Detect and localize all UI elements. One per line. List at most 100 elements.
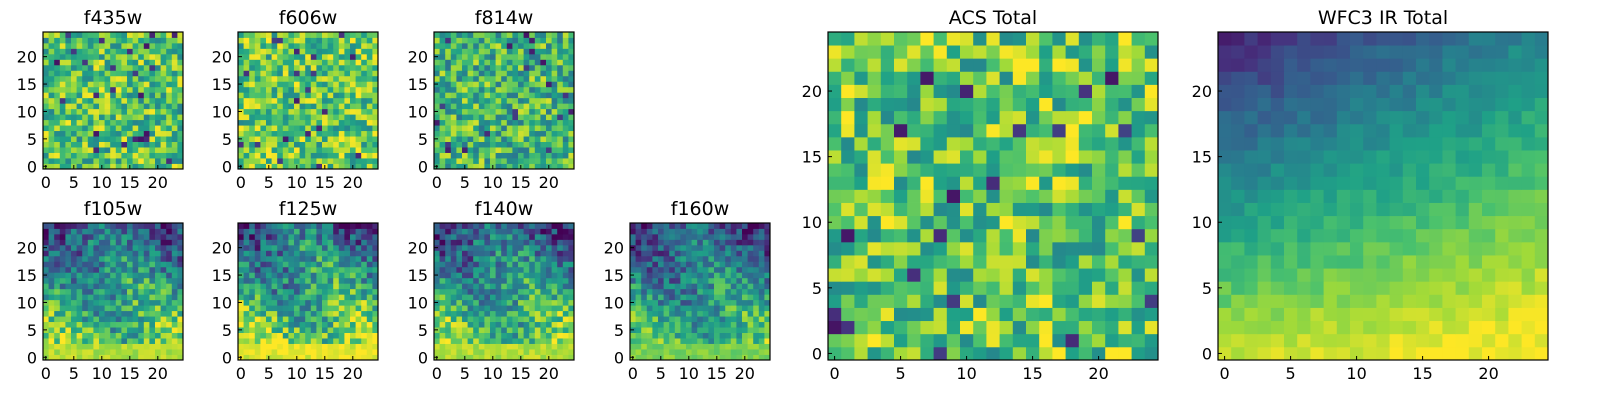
heatmap-cell bbox=[54, 32, 61, 38]
heatmap-cell bbox=[171, 97, 178, 104]
heatmap-cell bbox=[138, 70, 145, 77]
heatmap-cell bbox=[669, 332, 676, 339]
heatmap-cell bbox=[243, 97, 250, 104]
heatmap-cell bbox=[462, 343, 468, 350]
heatmap-cell bbox=[933, 333, 948, 348]
heatmap-cell bbox=[478, 228, 485, 235]
heatmap-cell bbox=[366, 152, 373, 159]
heatmap-cell bbox=[310, 338, 317, 344]
heatmap-cell bbox=[506, 349, 513, 355]
heatmap-cell bbox=[467, 299, 474, 306]
heatmap-cell bbox=[71, 305, 77, 312]
heatmap-cell bbox=[986, 281, 1000, 295]
heatmap-cell bbox=[266, 349, 272, 355]
heatmap-cell bbox=[450, 125, 457, 132]
heatmap-cell bbox=[305, 97, 312, 104]
heatmap-cell bbox=[534, 81, 541, 88]
heatmap-cell bbox=[490, 42, 496, 49]
heatmap-cell bbox=[288, 239, 295, 246]
heatmap-cell bbox=[361, 163, 368, 170]
heatmap-cell bbox=[132, 299, 139, 306]
heatmap-cell bbox=[93, 64, 100, 71]
heatmap-cell bbox=[708, 299, 715, 306]
heatmap-cell bbox=[828, 268, 842, 282]
heatmap-cell bbox=[266, 92, 272, 99]
heatmap-cell bbox=[529, 299, 536, 306]
heatmap-cell bbox=[71, 261, 77, 268]
heatmap-cell bbox=[127, 147, 133, 153]
heatmap-cell bbox=[338, 75, 345, 82]
heatmap-cell bbox=[439, 130, 446, 137]
heatmap-cell bbox=[551, 59, 558, 66]
heatmap-cell bbox=[467, 332, 474, 339]
heatmap-cell bbox=[691, 299, 698, 306]
heatmap-cell bbox=[841, 150, 855, 164]
heatmap-cell bbox=[534, 59, 541, 66]
heatmap-cell bbox=[160, 64, 167, 71]
heatmap-cell bbox=[59, 283, 66, 290]
y-tick-label: 15 bbox=[212, 75, 232, 94]
heatmap-cell bbox=[764, 321, 771, 328]
heatmap-cell bbox=[366, 32, 373, 38]
heatmap-cell bbox=[149, 228, 156, 235]
heatmap-cell bbox=[641, 338, 648, 344]
heatmap-cell bbox=[260, 310, 267, 317]
heatmap-cell bbox=[149, 86, 156, 93]
heatmap-cell bbox=[758, 250, 765, 257]
heatmap-cell bbox=[310, 294, 317, 301]
heatmap-cell bbox=[999, 136, 1014, 151]
heatmap-cell bbox=[327, 97, 334, 104]
heatmap-cell bbox=[540, 141, 547, 148]
heatmap-cell bbox=[501, 136, 508, 142]
heatmap-cell bbox=[933, 110, 948, 125]
heatmap-cell bbox=[327, 239, 334, 246]
heatmap-cell bbox=[540, 244, 547, 251]
heatmap-cell bbox=[138, 316, 145, 323]
heatmap-cell bbox=[333, 272, 340, 279]
heatmap-cell bbox=[478, 75, 485, 82]
heatmap-cell bbox=[99, 266, 105, 273]
heatmap-cell bbox=[686, 327, 692, 333]
heatmap-cell bbox=[143, 305, 150, 312]
heatmap-cell bbox=[65, 48, 72, 55]
heatmap-cell bbox=[104, 53, 111, 60]
heatmap-cell bbox=[266, 75, 272, 82]
heatmap-cell bbox=[568, 136, 575, 142]
heatmap-cell bbox=[562, 97, 569, 104]
heatmap-cell bbox=[880, 123, 895, 138]
heatmap-cell bbox=[714, 283, 720, 290]
heatmap-cell bbox=[243, 288, 250, 295]
heatmap-cell bbox=[562, 37, 569, 44]
heatmap-cell bbox=[99, 305, 105, 312]
heatmap-cell bbox=[568, 294, 575, 301]
heatmap-cell bbox=[462, 305, 468, 312]
heatmap-cell bbox=[372, 239, 379, 246]
heatmap-cell bbox=[534, 233, 541, 240]
heatmap-cell bbox=[99, 250, 105, 257]
x-tick-label: 20 bbox=[343, 364, 363, 383]
heatmap-cell bbox=[110, 152, 117, 159]
heatmap-cell bbox=[506, 327, 513, 333]
heatmap-cell bbox=[54, 321, 61, 328]
heatmap-cell bbox=[725, 332, 732, 339]
heatmap-cell bbox=[43, 59, 49, 66]
heatmap-cell bbox=[512, 147, 519, 153]
heatmap-cell bbox=[986, 255, 1000, 269]
heatmap-cell bbox=[344, 327, 351, 333]
heatmap-cell bbox=[277, 338, 284, 344]
heatmap-cell bbox=[121, 81, 128, 88]
heatmap-cell bbox=[512, 37, 519, 44]
heatmap-cell bbox=[730, 233, 737, 240]
heatmap-cell bbox=[82, 277, 89, 284]
heatmap-cell bbox=[104, 261, 111, 268]
heatmap-cell bbox=[501, 277, 508, 284]
heatmap-cell bbox=[132, 255, 139, 262]
heatmap-cell bbox=[294, 327, 300, 333]
heatmap-cell bbox=[529, 228, 536, 235]
heatmap-cell bbox=[730, 343, 737, 350]
heatmap-cell bbox=[495, 327, 502, 333]
heatmap-cell bbox=[523, 250, 530, 257]
heatmap-cell bbox=[495, 119, 502, 126]
heatmap-cell bbox=[316, 228, 323, 235]
heatmap-cell bbox=[828, 320, 842, 335]
